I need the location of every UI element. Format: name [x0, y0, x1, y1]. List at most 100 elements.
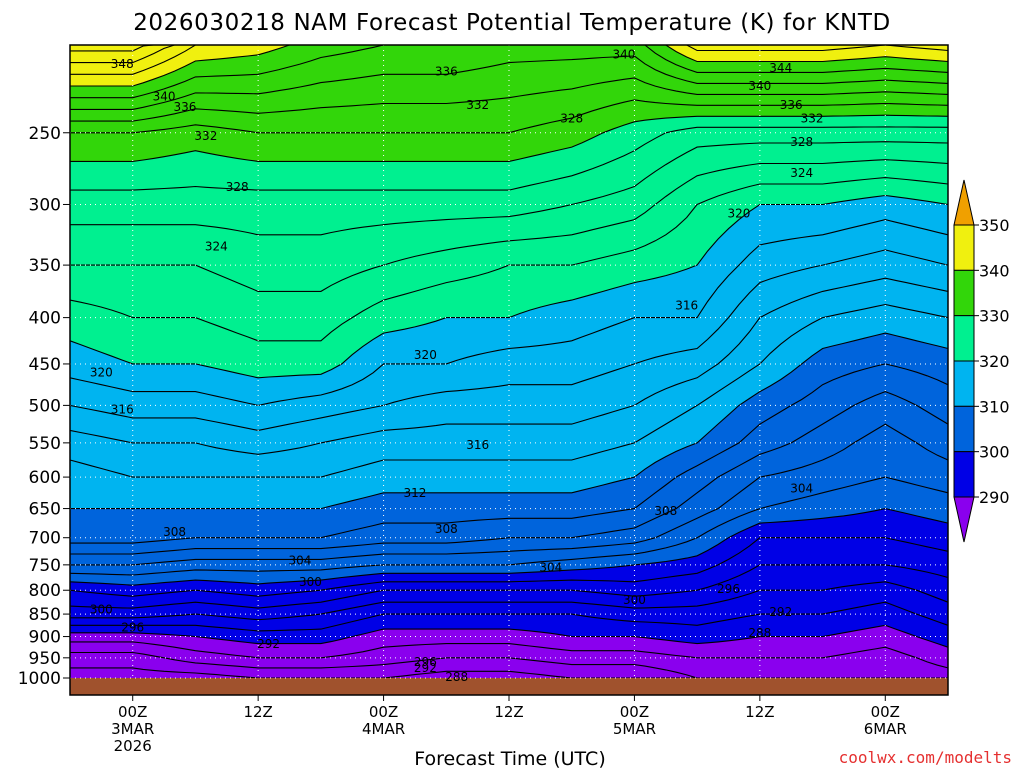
theta-band-300-310 [70, 333, 948, 586]
contour-label: 300 [299, 575, 322, 589]
contour-line-332 [70, 99, 949, 134]
colorbar: 350 340 330 320 310 300 290 [953, 179, 1010, 543]
y-tick-label: 850 [29, 605, 61, 625]
y-tick-label: 650 [29, 500, 61, 520]
contour-label: 340 [153, 90, 176, 104]
colorbar-swatch-310 [953, 360, 975, 407]
contour-label: 316 [675, 299, 698, 313]
x-tick-label: 12Z [745, 703, 774, 721]
contour-line-318 [69, 219, 949, 406]
contour-label: 312 [403, 486, 426, 500]
colorbar-tick-label: 350 [979, 216, 1010, 235]
contour-line-306 [70, 391, 949, 555]
contour-label: 288 [445, 670, 468, 684]
contour-line-300 [69, 508, 949, 586]
theta-band-310-320 [70, 195, 948, 509]
contour-line-290 [70, 624, 949, 648]
contour-label: 300 [623, 593, 646, 607]
contour-line-316 [69, 249, 949, 431]
y-tick-label: 250 [29, 124, 61, 144]
x-axis-label: Forecast Time (UTC) [414, 748, 605, 768]
contour-label: 324 [790, 166, 813, 180]
contour-label: 316 [111, 402, 134, 416]
contour-line-292 [70, 601, 949, 632]
plot-area: 3483403443403363363403363323323323283283… [69, 44, 949, 696]
contour-label: 348 [111, 57, 134, 71]
contour-line-302 [69, 476, 949, 576]
contour-label: 328 [790, 135, 813, 149]
colorbar-tick-label: 310 [979, 397, 1010, 416]
contour-line-288 [70, 641, 949, 669]
chart-title: 2026030218 NAM Forecast Potential Temper… [133, 10, 891, 36]
colorbar-swatch-300 [953, 405, 975, 453]
y-tick-label: 350 [29, 256, 61, 276]
contour-line-298 [69, 537, 949, 597]
y-tick-label: 900 [29, 628, 61, 648]
y-tick-label: 950 [29, 649, 61, 669]
x-tick-label: 5MAR [613, 720, 656, 738]
contour-label: 320 [727, 207, 750, 221]
x-tick-label: 3MAR [111, 720, 154, 738]
contour-label: 304 [539, 560, 562, 574]
colorbar-swatch-320 [953, 315, 975, 362]
y-axis: 250 300 350 400 450 500 550 600 650 700 750 800 850 9… [18, 124, 70, 689]
x-tick-label: 12Z [243, 703, 272, 721]
colorbar-tick-label: 330 [979, 307, 1010, 326]
contour-label: 340 [613, 48, 636, 62]
contour-label: 340 [748, 79, 771, 93]
colorbar-tick-label: 340 [979, 261, 1010, 280]
y-tick-label: 300 [29, 195, 61, 215]
theta-band-280-290 [70, 625, 948, 678]
contour-label: 336 [435, 65, 458, 79]
y-tick-label: 500 [29, 396, 61, 416]
x-tick-label: 12Z [494, 703, 523, 721]
contour-label: 288 [748, 626, 771, 640]
contour-label: 332 [801, 111, 824, 125]
contour-label: 292 [769, 605, 792, 619]
contour-label: 336 [780, 98, 803, 112]
colorbar-tick-label: 300 [979, 443, 1010, 462]
x-tick-label: 2026 [114, 737, 152, 755]
contour-label: 320 [414, 348, 437, 362]
contour-label: 304 [790, 482, 813, 496]
colorbar-swatch-290 [953, 451, 975, 498]
contour-line-308 [70, 363, 949, 544]
contour-label: 296 [121, 621, 144, 635]
theta-band-320-330 [70, 115, 948, 378]
contour-line-334 [70, 77, 949, 122]
contour-label: 328 [226, 180, 249, 194]
x-tick-label: 00Z [871, 703, 900, 721]
contour-line-294 [70, 581, 949, 621]
contour-label: 296 [414, 655, 437, 669]
contour-label: 332 [466, 98, 489, 112]
contour-label: 308 [654, 504, 677, 518]
contour-line-330 [70, 114, 949, 162]
y-tick-label: 600 [29, 468, 61, 488]
x-tick-label: 4MAR [362, 720, 405, 738]
contour-line-320 [69, 194, 949, 379]
theta-band-340-350 [70, 45, 948, 86]
contour-label: 300 [90, 602, 113, 616]
contour-label: 328 [560, 111, 583, 125]
contour-label: 308 [435, 522, 458, 536]
theta-band-290-300 [70, 508, 948, 648]
contour-line-314 [69, 277, 949, 455]
ground-strip [70, 678, 948, 695]
y-tick-label: 550 [29, 434, 61, 454]
colorbar-bottom-arrow [953, 496, 975, 543]
contour-line-326 [70, 141, 949, 236]
x-tick-label: 00Z [369, 703, 398, 721]
contour-line-310 [70, 332, 949, 510]
contour-label: 316 [466, 438, 489, 452]
contour-label: 320 [90, 366, 113, 380]
colorbar-swatch-330 [953, 269, 975, 317]
credit-text: coolwx.com/modelts [839, 748, 1012, 767]
y-tick-label: 800 [29, 581, 61, 601]
contour-label: 324 [205, 240, 228, 254]
y-tick-label: 750 [29, 556, 61, 576]
contour-label: 304 [288, 554, 311, 568]
colorbar-tick-label: 320 [979, 352, 1010, 371]
y-tick-label: 700 [29, 529, 61, 549]
